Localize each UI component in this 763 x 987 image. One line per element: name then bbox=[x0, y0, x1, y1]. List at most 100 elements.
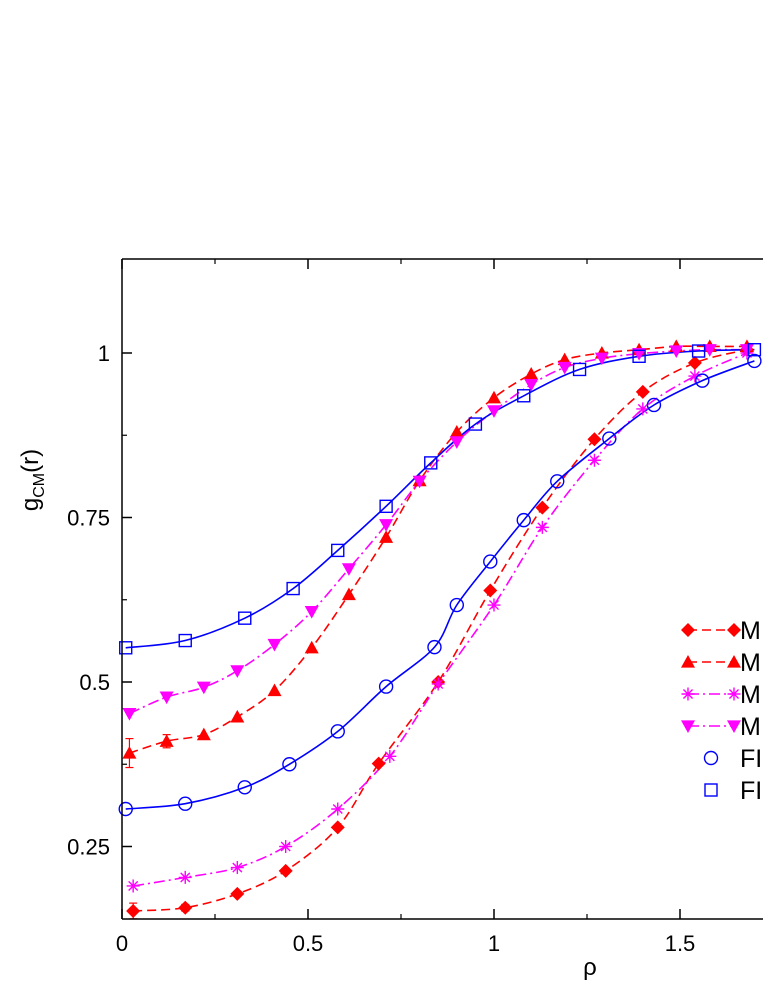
triangle-down-marker bbox=[341, 563, 356, 576]
triangle-down-marker bbox=[379, 519, 394, 532]
legend-label: M bbox=[740, 617, 761, 645]
star-marker bbox=[383, 749, 397, 763]
triangle-up-marker bbox=[341, 587, 356, 601]
diamond-marker bbox=[687, 355, 702, 370]
legend-label: FI bbox=[740, 745, 762, 773]
series-lines bbox=[125, 345, 755, 912]
diamond-marker bbox=[681, 623, 695, 637]
square-marker bbox=[379, 499, 393, 514]
square-marker bbox=[119, 641, 133, 655]
circle-marker bbox=[449, 597, 464, 613]
triangle-down-marker bbox=[159, 691, 174, 705]
y-tick-label: 0.75 bbox=[67, 506, 110, 531]
diamond-marker bbox=[278, 863, 293, 878]
triangle-up-marker bbox=[267, 683, 282, 697]
legend-entry-3: M bbox=[681, 681, 761, 709]
diamond-marker bbox=[126, 903, 141, 918]
series-line-6 bbox=[125, 348, 755, 649]
legend-label: M bbox=[740, 681, 761, 709]
star-marker bbox=[535, 520, 549, 534]
star-marker bbox=[681, 687, 695, 701]
triangle-down-marker bbox=[122, 707, 137, 721]
legend-entry-2: M bbox=[681, 649, 761, 677]
circle-marker bbox=[330, 724, 345, 739]
triangle-down-marker bbox=[632, 348, 647, 361]
square-marker bbox=[286, 581, 300, 596]
circle-marker bbox=[282, 757, 297, 772]
square-marker bbox=[238, 611, 252, 625]
circle-marker bbox=[237, 780, 252, 795]
triangle-down-marker bbox=[557, 361, 572, 375]
legend-label: M bbox=[740, 649, 761, 677]
star-marker bbox=[230, 861, 244, 875]
circle-marker bbox=[378, 679, 394, 694]
circle-marker bbox=[695, 373, 710, 388]
star-marker bbox=[431, 677, 445, 691]
circle-marker bbox=[483, 554, 498, 569]
diamond-marker bbox=[483, 583, 498, 598]
triangle-up-marker bbox=[681, 655, 695, 668]
y-tick-label: 0.25 bbox=[67, 835, 110, 860]
y-axis-title-tail: (r) bbox=[17, 449, 44, 473]
y-axis-title: gCM(r) bbox=[17, 449, 48, 511]
diamond-marker bbox=[587, 432, 602, 447]
triangle-down-marker bbox=[304, 605, 319, 619]
triangle-up-marker bbox=[487, 390, 501, 404]
legend-label: FI bbox=[740, 777, 762, 805]
legend-entry-5: FI bbox=[703, 745, 762, 773]
triangle-down-marker bbox=[412, 475, 427, 489]
series-markers bbox=[118, 339, 762, 920]
triangle-down-marker bbox=[524, 378, 539, 392]
legend-label: M bbox=[740, 713, 761, 741]
triangle-down-marker bbox=[681, 720, 695, 733]
triangle-down-marker bbox=[727, 720, 741, 733]
x-tick-label: 1.5 bbox=[665, 931, 696, 956]
diamond-marker bbox=[727, 623, 741, 637]
x-axis-title: ρ bbox=[583, 954, 597, 981]
y-axis-title-subscript: CM bbox=[31, 473, 48, 498]
legend-entry-1: M bbox=[681, 617, 761, 645]
circle-marker bbox=[118, 801, 133, 817]
star-marker bbox=[178, 870, 192, 884]
series-line-2 bbox=[129, 345, 747, 754]
star-marker bbox=[487, 598, 501, 612]
triangle-up-marker bbox=[304, 640, 319, 654]
star-marker bbox=[636, 402, 650, 416]
series-markers-5 bbox=[118, 353, 762, 817]
square-marker bbox=[704, 783, 718, 797]
legend-entry-6: FI bbox=[704, 777, 762, 805]
triangle-up-marker bbox=[122, 746, 137, 759]
diamond-marker bbox=[371, 756, 386, 771]
triangle-down-marker bbox=[267, 638, 282, 652]
x-tick-label: 0.5 bbox=[293, 931, 324, 956]
triangle-down-marker bbox=[230, 665, 245, 678]
series-markers-1 bbox=[126, 342, 754, 920]
triangle-down-marker bbox=[449, 436, 464, 449]
diamond-marker bbox=[635, 384, 650, 399]
circle-marker bbox=[178, 796, 193, 811]
triangle-up-marker bbox=[449, 424, 464, 438]
series-markers-4 bbox=[122, 344, 754, 721]
circle-marker bbox=[550, 474, 565, 489]
legend-entry-4: M bbox=[681, 713, 761, 741]
circle-marker bbox=[646, 397, 662, 413]
axes: 0 0.5 1 1.5 0.25 0.5 0.75 1 bbox=[67, 258, 763, 956]
y-axis-title-main: g bbox=[17, 498, 44, 511]
series-markers-3 bbox=[126, 346, 754, 893]
triangle-down-marker bbox=[702, 344, 717, 357]
circle-marker bbox=[602, 431, 617, 446]
triangle-down-marker bbox=[669, 345, 684, 359]
triangle-down-marker bbox=[594, 352, 609, 366]
series-line-3 bbox=[133, 352, 748, 887]
series-line-5 bbox=[125, 360, 755, 810]
square-marker bbox=[178, 633, 192, 648]
square-marker bbox=[747, 343, 762, 357]
triangle-up-marker bbox=[524, 367, 539, 380]
square-marker bbox=[331, 543, 345, 558]
triangle-up-marker bbox=[159, 734, 174, 747]
star-marker bbox=[727, 687, 741, 701]
series-markers-6 bbox=[119, 343, 762, 655]
star-marker bbox=[126, 879, 140, 893]
